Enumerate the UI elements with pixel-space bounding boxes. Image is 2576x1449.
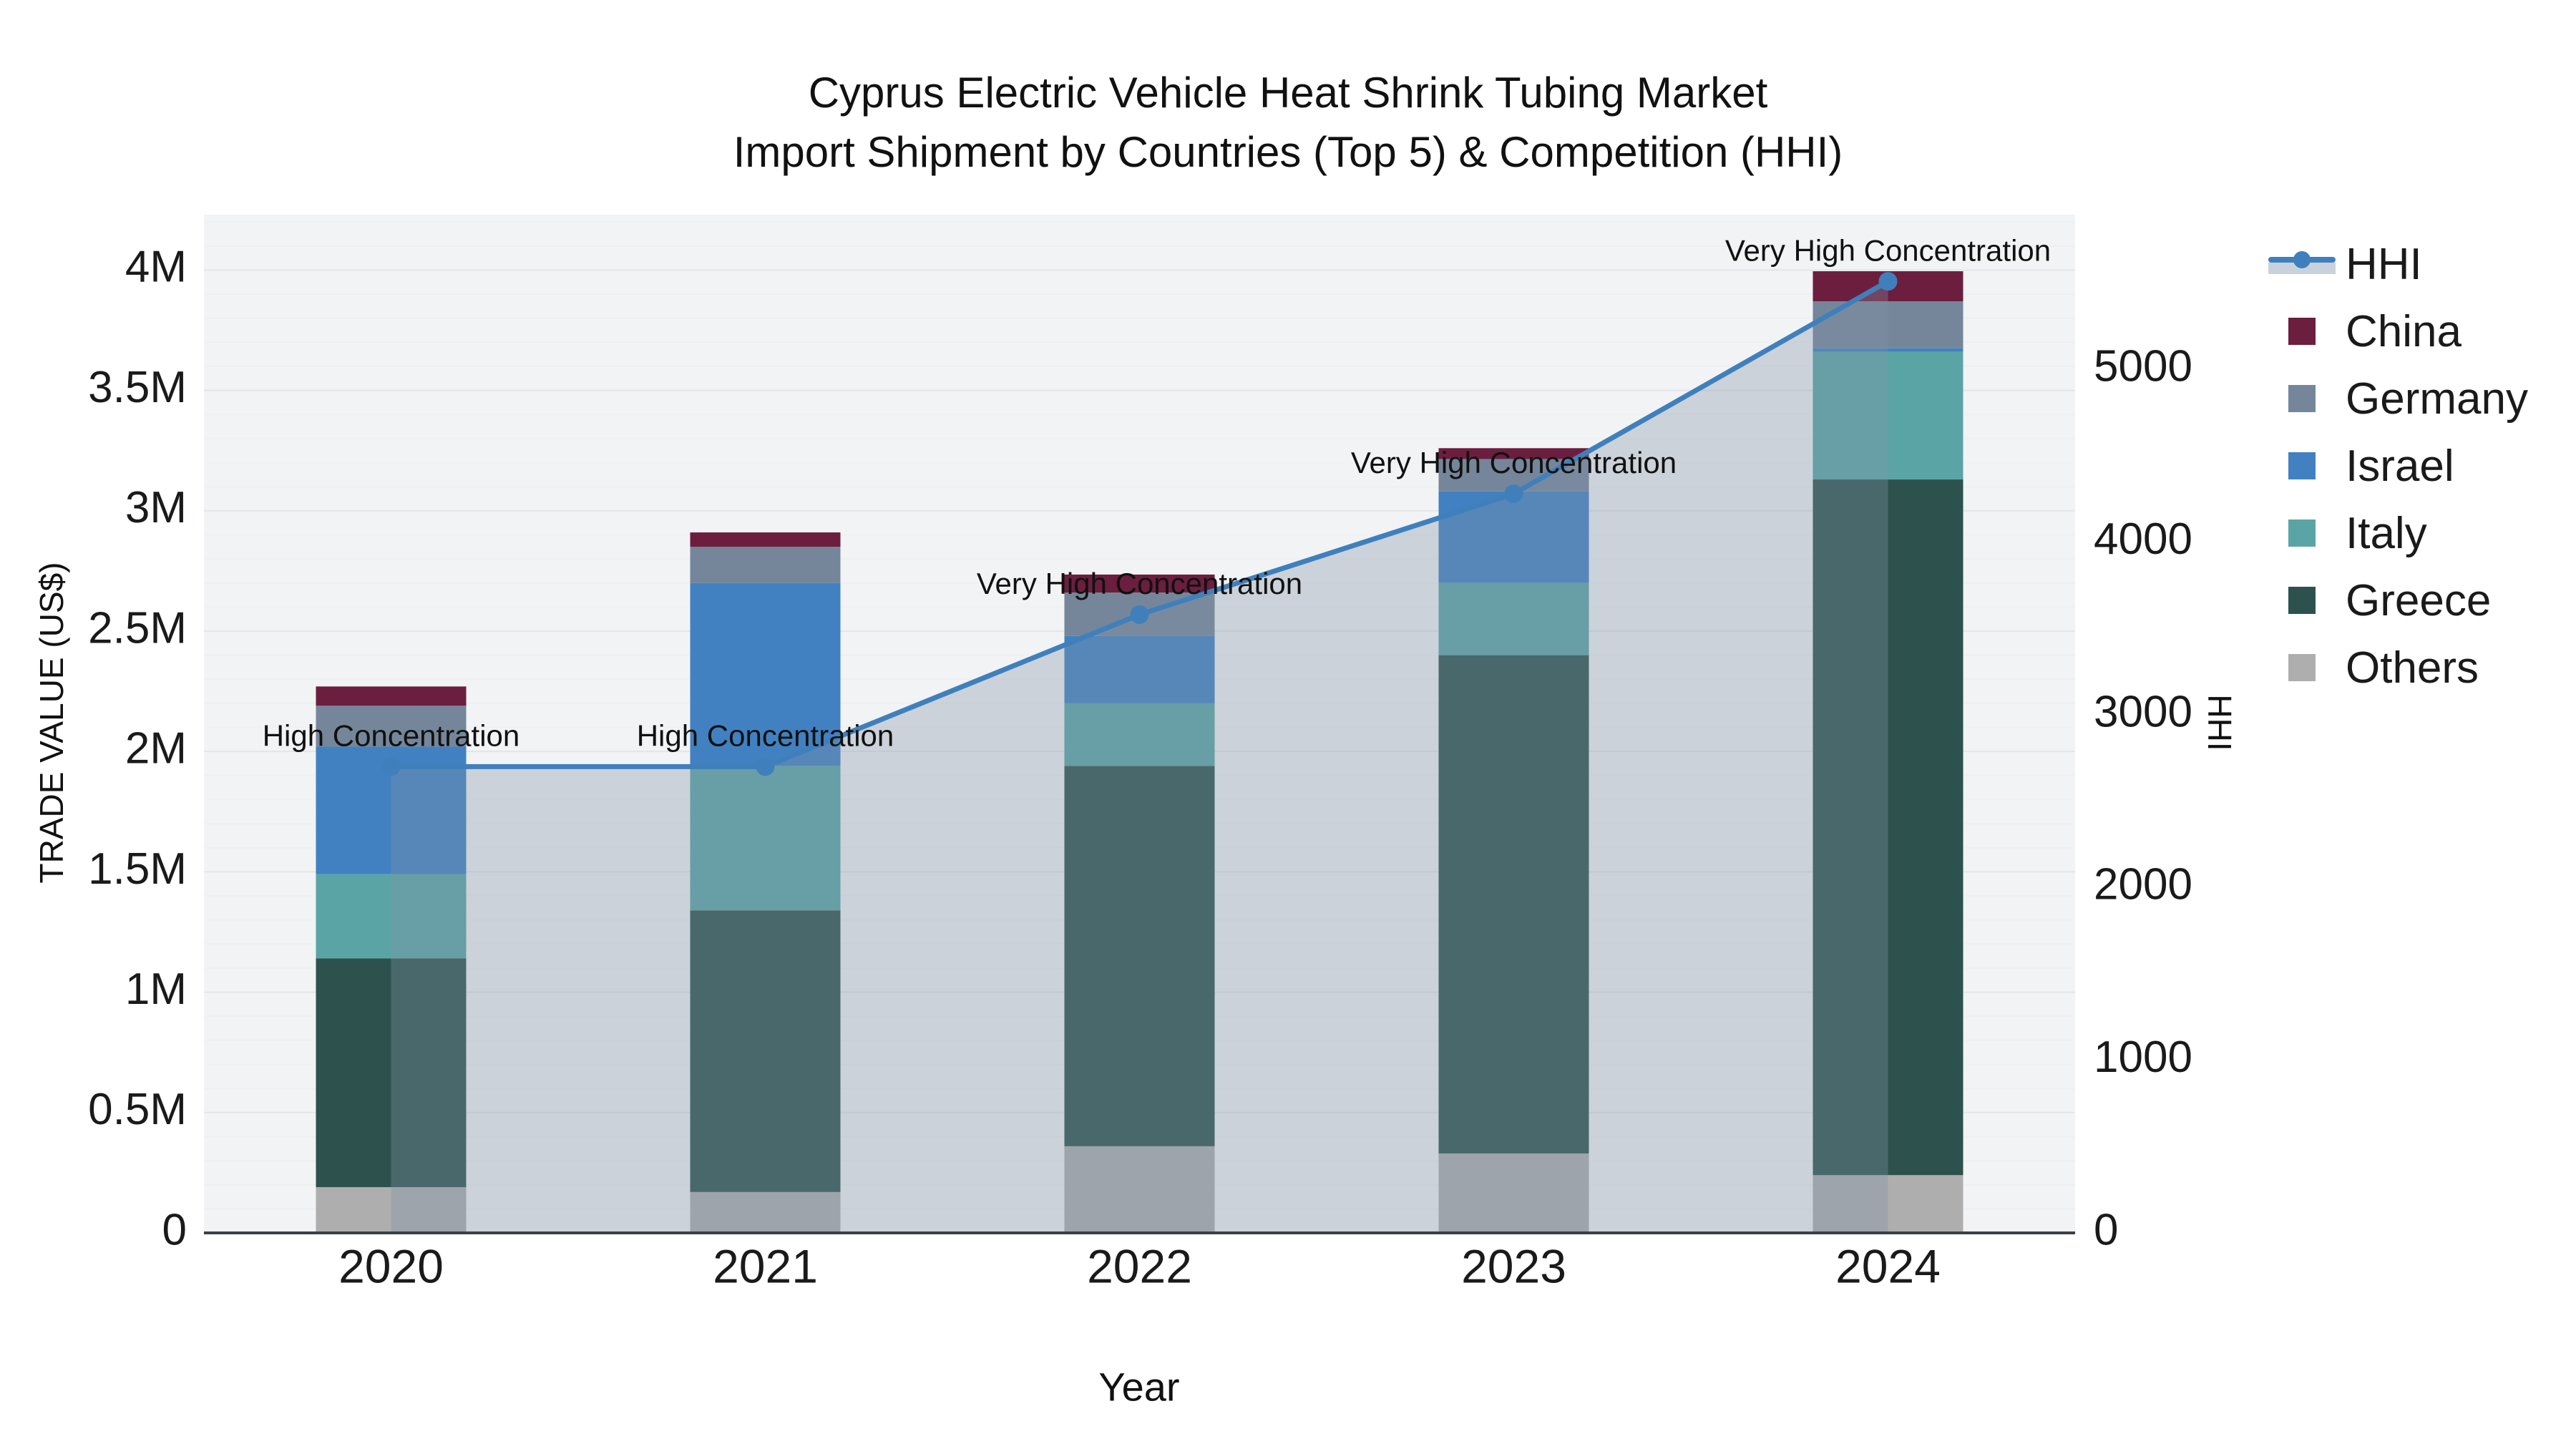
y-axis-tick-left-2M: 2M — [125, 724, 187, 774]
bar-segment-others-2023 — [1438, 1153, 1589, 1233]
bar-segment-israel-2023 — [1438, 491, 1589, 583]
bar-segment-italy-2022 — [1064, 703, 1215, 766]
chart-title-line2: Import Shipment by Countries (Top 5) & C… — [733, 128, 1843, 176]
y-axis-tick-left-3.5M: 3.5M — [88, 363, 187, 412]
annotation-2021: High Concentration — [637, 718, 894, 752]
bar-segment-greece-2023 — [1438, 655, 1589, 1153]
y-axis-tick-left-2.5M: 2.5M — [88, 603, 187, 653]
y-axis-tick-left-0.5M: 0.5M — [88, 1085, 187, 1134]
bar-segment-china-2022 — [1064, 574, 1215, 593]
legend-item-china[interactable]: China — [2268, 298, 2528, 365]
bar-segment-israel-2021 — [690, 582, 841, 766]
bar-segment-israel-2022 — [1064, 635, 1215, 703]
bar-segment-italy-2023 — [1438, 582, 1589, 655]
hhi-marker-2022 — [1130, 605, 1149, 624]
bar-segment-china-2020 — [316, 686, 467, 706]
x-axis-tick-2020: 2020 — [338, 1239, 444, 1292]
legend-item-greece[interactable]: Greece — [2268, 567, 2528, 634]
annotation-2024: Very High Concentration — [1725, 233, 2051, 267]
italy-swatch-icon — [2268, 519, 2336, 547]
others-swatch-icon — [2268, 654, 2336, 681]
legend-item-israel[interactable]: Israel — [2268, 432, 2528, 499]
y-axis-tick-right-5000: 5000 — [2094, 342, 2192, 391]
legend-label-italy: Italy — [2346, 508, 2427, 558]
legend-label-others: Others — [2346, 643, 2479, 693]
bar-segment-others-2021 — [690, 1191, 841, 1233]
germany-swatch-icon — [2268, 385, 2336, 412]
bar-segment-china-2021 — [690, 532, 841, 547]
y-axis-tick-left-4M: 4M — [125, 243, 187, 292]
bar-segment-greece-2020 — [316, 958, 467, 1188]
hhi-marker-2024 — [1878, 272, 1898, 291]
x-axis-title: Year — [1098, 1364, 1180, 1410]
y-axis-tick-right-1000: 1000 — [2094, 1033, 2192, 1082]
bar-segment-italy-2024 — [1813, 351, 1963, 480]
greece-swatch-icon — [2268, 587, 2336, 614]
china-swatch-icon — [2268, 318, 2336, 345]
israel-swatch-icon — [2268, 452, 2336, 479]
annotation-2022: Very High Concentration — [977, 567, 1302, 600]
y-axis-title-left: TRADE VALUE (US$) — [33, 562, 70, 884]
chart-title: Cyprus Electric Vehicle Heat Shrink Tubi… — [0, 63, 2576, 182]
bar-segment-greece-2021 — [690, 910, 841, 1192]
y-axis-tick-right-4000: 4000 — [2094, 514, 2192, 564]
bar-segment-china-2023 — [1438, 448, 1589, 459]
x-axis-tick-2021: 2021 — [713, 1239, 818, 1292]
legend-item-italy[interactable]: Italy — [2268, 499, 2528, 567]
annotation-2023: Very High Concentration — [1351, 446, 1677, 479]
legend-item-hhi[interactable]: HHI — [2268, 230, 2528, 298]
legend-label-israel: Israel — [2346, 441, 2454, 491]
legend-label-greece: Greece — [2346, 575, 2492, 625]
y-axis-tick-left-1.5M: 1.5M — [88, 844, 187, 894]
bar-segment-others-2024 — [1813, 1175, 1963, 1233]
legend-item-others[interactable]: Others — [2268, 634, 2528, 701]
bar-segment-germany-2021 — [690, 547, 841, 583]
bar-segment-italy-2020 — [316, 874, 467, 959]
y-axis-tick-right-0: 0 — [2094, 1205, 2118, 1254]
legend-label-china: China — [2346, 306, 2462, 356]
y-axis-tick-left-0: 0 — [162, 1205, 187, 1254]
chart-title-line1: Cyprus Electric Vehicle Heat Shrink Tubi… — [808, 69, 1768, 117]
x-axis-tick-2023: 2023 — [1461, 1239, 1566, 1292]
hhi-area — [391, 281, 1888, 1233]
legend-label-hhi: HHI — [2346, 239, 2422, 289]
hhi-marker-2021 — [756, 757, 775, 776]
bar-segment-italy-2021 — [690, 766, 841, 911]
legend: HHI China Germany Israel Italy Greece Others — [2268, 230, 2528, 701]
bars-layer — [316, 271, 1963, 1233]
y-axis-title-right: HHI — [2201, 694, 2238, 751]
bar-segment-israel-2024 — [1813, 348, 1963, 352]
legend-item-germany[interactable]: Germany — [2268, 365, 2528, 432]
y-axis-tick-right-3000: 3000 — [2094, 687, 2192, 736]
legend-label-germany: Germany — [2346, 374, 2528, 424]
y-axis-tick-left-3M: 3M — [125, 483, 187, 532]
bar-segment-greece-2024 — [1813, 479, 1963, 1176]
bar-segment-others-2022 — [1064, 1146, 1215, 1233]
y-axis-tick-right-2000: 2000 — [2094, 860, 2192, 909]
hhi-line-icon — [2268, 250, 2336, 278]
y-axis-tick-left-1M: 1M — [125, 965, 187, 1014]
bar-segment-greece-2022 — [1064, 766, 1215, 1146]
annotation-2020: High Concentration — [263, 718, 520, 752]
hhi-marker-2023 — [1504, 484, 1523, 504]
bar-segment-others-2020 — [316, 1187, 467, 1233]
bar-segment-germany-2020 — [316, 706, 467, 747]
x-axis-tick-2022: 2022 — [1087, 1239, 1192, 1292]
x-axis-tick-2024: 2024 — [1835, 1239, 1941, 1292]
hhi-marker-2020 — [381, 757, 401, 776]
